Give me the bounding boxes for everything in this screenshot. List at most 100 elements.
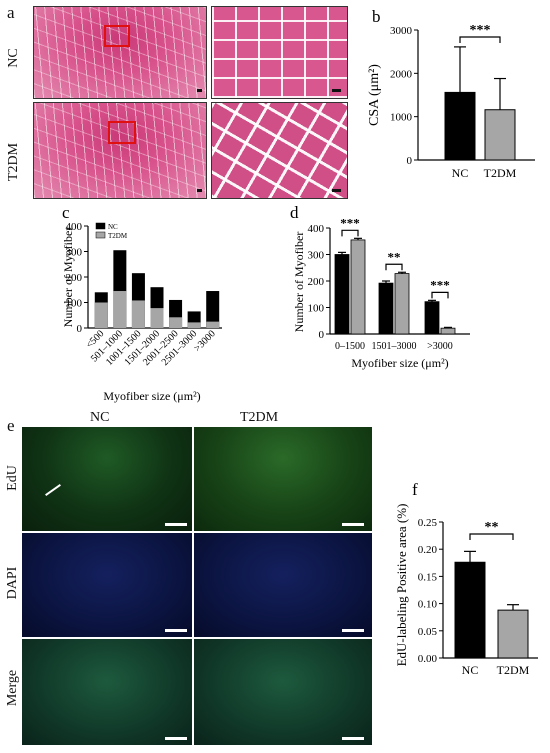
- panel-b-letter: b: [372, 7, 381, 26]
- y-tick-label: 100: [66, 298, 83, 310]
- y-tick-label: 1000: [390, 112, 413, 124]
- panel-e-row-dapi: DAPI: [5, 566, 20, 600]
- panel-e-col-nc: NC: [90, 410, 110, 425]
- y-axis-label: Number of Myofiber: [61, 227, 75, 328]
- scale-bar: [197, 189, 202, 192]
- bar: [334, 254, 350, 335]
- legend-label: T2DM: [108, 232, 128, 240]
- y-tick-label: 300: [66, 247, 83, 259]
- scale-bar: [165, 629, 187, 632]
- bar: [497, 609, 529, 659]
- significance-bracket: [385, 263, 403, 271]
- x-tick-label: 0–1500: [335, 341, 365, 352]
- merge-image-t2dm: [194, 639, 372, 745]
- significance-label: ***: [470, 23, 491, 38]
- y-tick-label: 400: [308, 223, 325, 235]
- scale-bar: [342, 523, 364, 526]
- chart-f: f 0.00 0.05 0.10 0.15 0.20 0.25 EdU-labeling Po…: [394, 480, 538, 677]
- x-tick-label: >3000: [192, 328, 218, 354]
- y-tick-label: 2000: [390, 68, 413, 80]
- bar: [94, 302, 108, 328]
- y-tick-label: 0.05: [418, 626, 438, 638]
- x-tick-label: 1501–3000: [372, 341, 417, 352]
- panel-a-letter: a: [7, 3, 15, 22]
- y-tick-label: 0.10: [418, 599, 438, 611]
- panel-e-letter: e: [7, 416, 15, 435]
- y-tick-label: 200: [308, 276, 325, 288]
- panel-e-row-edu: EdU: [5, 465, 20, 491]
- he-zoom-nc: [211, 6, 348, 99]
- significance-bracket: [341, 229, 359, 237]
- scale-bar: [197, 89, 202, 92]
- significance-label: ***: [430, 277, 450, 292]
- scale-bar: [165, 737, 187, 740]
- y-tick-label: 100: [308, 303, 325, 315]
- y-axis-label: Number of Myofiber: [292, 232, 306, 333]
- bar: [394, 273, 410, 335]
- bar: [206, 291, 220, 328]
- chart-b: b 0 1000 2000 3000 CSA (μm²) NC T2DM ***: [367, 7, 535, 180]
- y-tick-label: 0.15: [418, 571, 438, 583]
- y-tick-label: 0: [77, 323, 83, 335]
- arrow-icon: [45, 484, 61, 496]
- bar: [440, 327, 456, 335]
- bar: [454, 561, 486, 659]
- panel-d-letter: d: [290, 203, 299, 222]
- scale-bar: [165, 523, 187, 526]
- legend-swatch: [95, 222, 106, 230]
- panel-c-letter: c: [62, 203, 70, 222]
- bar: [169, 317, 183, 328]
- x-axis-label: Myofiber size (μm²): [103, 389, 200, 403]
- x-tick-label: T2DM: [497, 663, 530, 677]
- y-tick-label: 400: [66, 221, 83, 233]
- y-tick-label: 3000: [390, 25, 413, 37]
- y-tick-label: 200: [66, 272, 83, 284]
- he-zoom-t2dm: [211, 102, 348, 199]
- significance-label: ***: [340, 215, 360, 230]
- bar: [378, 282, 394, 335]
- y-tick-label: 0.20: [418, 544, 438, 556]
- scale-bar: [332, 189, 341, 192]
- x-tick-label: T2DM: [484, 166, 517, 180]
- y-tick-label: 0.00: [418, 653, 438, 665]
- bar: [350, 239, 366, 335]
- y-tick-label: 300: [308, 250, 325, 262]
- significance-bracket: [459, 36, 501, 43]
- scale-bar: [342, 629, 364, 632]
- legend-swatch: [95, 231, 106, 239]
- bar: [150, 308, 164, 328]
- merge-image-nc: [22, 639, 192, 745]
- he-section-t2dm: [33, 102, 207, 199]
- significance-bracket: [469, 533, 514, 540]
- panel-e-col-t2dm: T2DM: [240, 410, 279, 425]
- edu-image-t2dm: [194, 427, 372, 531]
- scale-bar: [342, 737, 364, 740]
- roi-box-t2dm: [108, 121, 136, 144]
- y-axis-label: CSA (μm²): [367, 64, 382, 126]
- dapi-image-t2dm: [194, 533, 372, 637]
- significance-label: **: [388, 249, 401, 264]
- bar: [131, 300, 145, 328]
- bar: [484, 109, 516, 161]
- bar: [206, 321, 220, 328]
- roi-box-nc: [104, 25, 130, 47]
- y-tick-label: 0.25: [418, 517, 438, 529]
- y-tick-label: 0: [407, 155, 413, 167]
- scale-bar: [332, 89, 341, 92]
- x-tick-label: >3000: [427, 341, 453, 352]
- bar: [444, 91, 476, 161]
- x-axis-label: Myofiber size (μm²): [351, 356, 448, 370]
- panel-e-row-merge: Merge: [5, 669, 20, 707]
- x-tick-label: NC: [452, 166, 469, 180]
- y-axis-label: EdU-labeling Positive area (%): [394, 504, 409, 667]
- he-section-nc: [33, 6, 207, 99]
- bar: [424, 301, 440, 335]
- significance-bracket: [431, 291, 449, 299]
- dapi-image-nc: [22, 533, 192, 637]
- y-tick-label: 0: [319, 329, 325, 341]
- significance-label: **: [485, 520, 499, 535]
- bar: [187, 322, 201, 328]
